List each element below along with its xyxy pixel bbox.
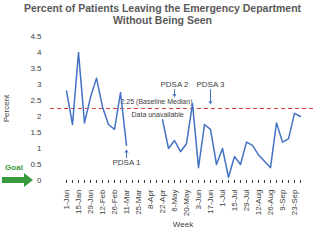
svg-text:15-Jul: 15-Jul <box>230 189 239 211</box>
svg-text:11-Mar: 11-Mar <box>122 189 131 214</box>
svg-text:17-Jun: 17-Jun <box>206 190 215 214</box>
svg-text:Percent: Percent <box>2 94 11 122</box>
svg-text:12-Aug: 12-Aug <box>254 190 263 216</box>
svg-text:1-Jan: 1-Jan <box>62 190 71 210</box>
svg-text:PDSA 1: PDSA 1 <box>112 158 141 167</box>
svg-text:4: 4 <box>37 48 42 57</box>
svg-text:29-Jan: 29-Jan <box>86 190 95 214</box>
svg-text:20-May: 20-May <box>182 190 191 217</box>
svg-text:3-Jun: 3-Jun <box>194 190 203 210</box>
svg-text:0: 0 <box>37 176 42 185</box>
svg-text:0.5: 0.5 <box>30 160 42 169</box>
svg-text:29-Jul: 29-Jul <box>242 189 251 211</box>
svg-text:2.25 (Baseline Median): 2.25 (Baseline Median) <box>121 98 193 106</box>
svg-text:1: 1 <box>37 144 42 153</box>
svg-text:26-Aug: 26-Aug <box>266 190 275 216</box>
svg-text:6-May: 6-May <box>170 190 179 212</box>
svg-text:8-Apr: 8-Apr <box>146 189 155 209</box>
svg-text:2: 2 <box>37 112 42 121</box>
svg-text:1-Jul: 1-Jul <box>218 189 227 207</box>
html-text:Percent of Patients Leaving th: Percent of Patients Leaving the Emergenc… <box>23 2 302 26</box>
svg-text:4.5: 4.5 <box>30 32 42 41</box>
svg-text:12-Feb: 12-Feb <box>98 189 107 215</box>
svg-text:Goal: Goal <box>5 163 23 172</box>
svg-text:3: 3 <box>37 80 42 89</box>
svg-text:Data unavailable: Data unavailable <box>132 111 184 118</box>
svg-text:26-Feb: 26-Feb <box>110 189 119 215</box>
svg-text:22-Apr: 22-Apr <box>158 189 167 213</box>
svg-text:Week: Week <box>173 220 194 229</box>
svg-text:15-Jan: 15-Jan <box>74 190 83 214</box>
svg-text:PDSA 2: PDSA 2 <box>160 80 189 89</box>
svg-text:3.5: 3.5 <box>30 64 42 73</box>
svg-text:1.5: 1.5 <box>30 128 42 137</box>
svg-text:23-Sep: 23-Sep <box>290 189 299 215</box>
svg-text:PDSA 3: PDSA 3 <box>196 80 225 89</box>
svg-text:25-Mar: 25-Mar <box>134 189 143 215</box>
svg-text:9-Sep: 9-Sep <box>278 189 287 211</box>
svg-text:2.5: 2.5 <box>30 96 42 105</box>
